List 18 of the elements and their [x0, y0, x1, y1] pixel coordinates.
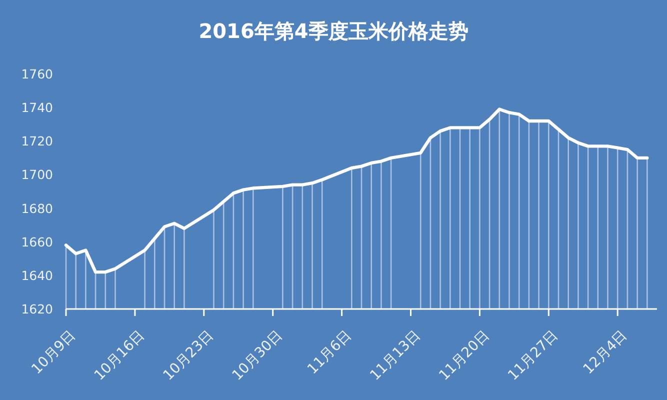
- y-tick-label: 1620: [21, 302, 53, 316]
- y-tick-label: 1640: [21, 268, 53, 283]
- y-tick-label: 1740: [21, 100, 53, 116]
- x-tick-label: 10月9日: [28, 328, 79, 378]
- x-tick-label: 11月27日: [505, 328, 562, 384]
- x-tick-label: 10月23日: [160, 328, 217, 384]
- title: 2016年第4季度玉米价格走势: [198, 19, 468, 43]
- x-tick-label: 12月4日: [580, 328, 630, 378]
- x-tick-label: 11月6日: [304, 328, 355, 378]
- x-tick-label: 10月16日: [91, 328, 148, 384]
- y-tick-label: 1700: [21, 167, 53, 182]
- x-tick-label: 10月30日: [229, 328, 286, 384]
- y-tick-label: 1660: [21, 234, 53, 250]
- y-tick-label: 1680: [21, 200, 53, 216]
- x-tick-label: 11月20日: [436, 328, 493, 384]
- y-tick-label: 1760: [21, 66, 53, 82]
- x-tick-label: 11月13日: [367, 328, 424, 384]
- y-tick-label: 1720: [21, 134, 53, 149]
